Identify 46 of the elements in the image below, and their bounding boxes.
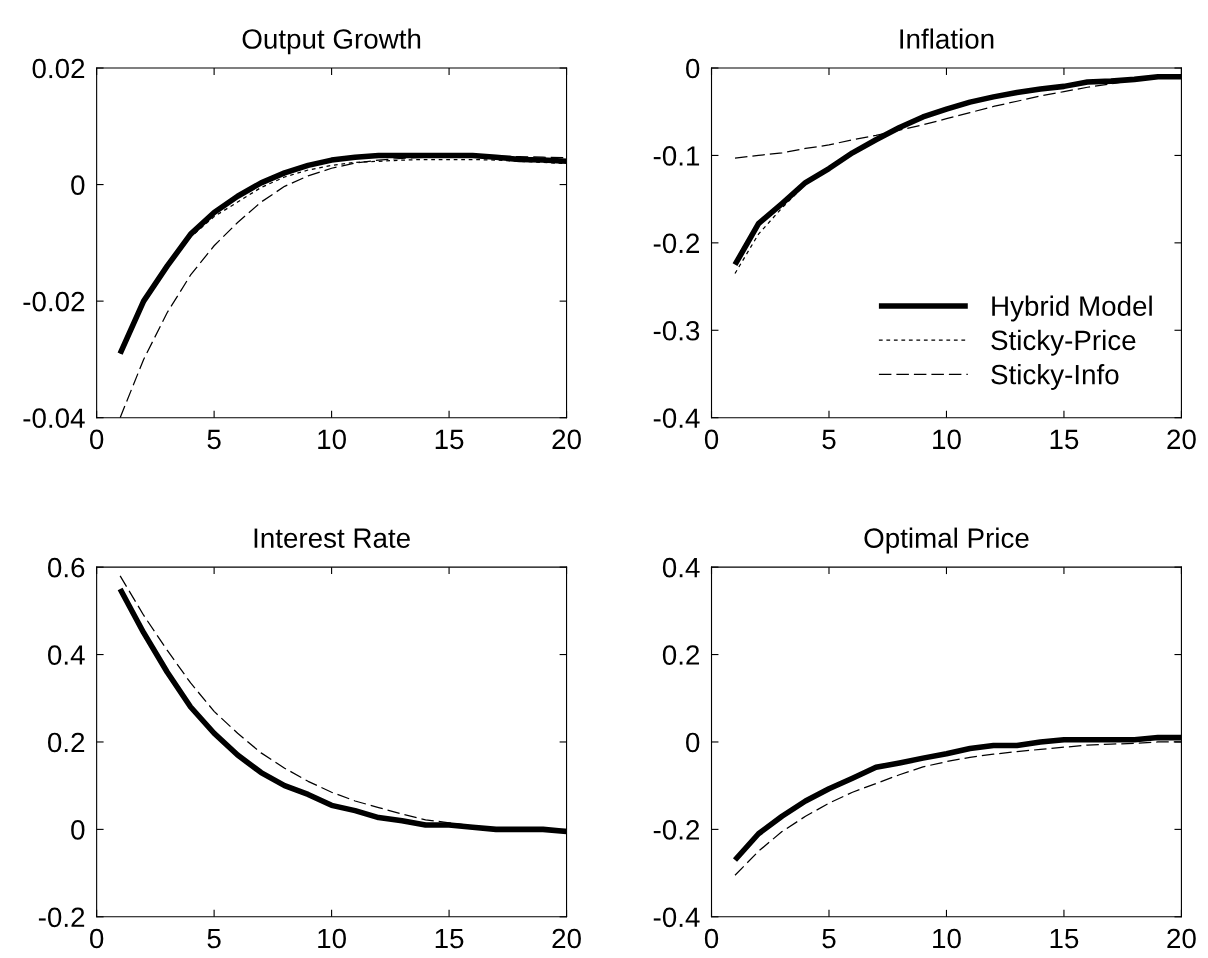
y-tick-label: 0.2 <box>662 645 700 665</box>
legend-label: Hybrid Model <box>992 295 1152 322</box>
y-tick-label: 0.4 <box>48 645 85 665</box>
y-tick-label: -0.2 <box>653 233 700 254</box>
chart-title: Interest Rate <box>254 528 410 548</box>
y-tick-label: -0.3 <box>653 320 700 341</box>
y-tick-label: -0.2 <box>38 907 85 928</box>
y-tick-label: -0.4 <box>653 907 700 928</box>
x-tick-label: 10 <box>318 928 346 949</box>
y-tick-label: 0.02 <box>32 58 85 79</box>
x-tick-label: 0 <box>90 928 104 949</box>
y-tick-label: -0.4 <box>653 408 700 429</box>
y-tick-label: -0.02 <box>23 291 85 312</box>
x-tick-label: 10 <box>933 928 961 949</box>
chart-title: Output Growth <box>242 28 421 55</box>
x-tick-label: 0 <box>704 429 719 450</box>
y-tick-label: -0.1 <box>653 146 700 166</box>
x-tick-label: 5 <box>822 429 836 450</box>
y-tick-label: 0.4 <box>662 557 700 578</box>
x-tick-label: 20 <box>552 429 581 450</box>
legend-label: Sticky-Price <box>991 329 1136 356</box>
y-tick-label: -0.2 <box>653 820 700 840</box>
x-tick-label: 10 <box>318 429 346 450</box>
y-tick-label: 0 <box>71 175 85 195</box>
x-tick-label: 15 <box>435 928 464 949</box>
x-tick-label: 5 <box>822 928 836 949</box>
x-tick-label: 20 <box>552 928 581 949</box>
y-tick-label: 0 <box>686 58 700 79</box>
y-tick-label: 0 <box>686 732 700 753</box>
chart-title: Inflation <box>900 28 994 49</box>
x-tick-label: 20 <box>1167 429 1196 450</box>
x-tick-label: 15 <box>1050 429 1079 450</box>
y-tick-label: -0.04 <box>23 408 85 429</box>
x-tick-label: 15 <box>435 429 464 450</box>
x-tick-label: 0 <box>704 928 719 949</box>
x-tick-label: 5 <box>207 429 221 450</box>
x-tick-label: 0 <box>90 429 104 450</box>
x-tick-label: 10 <box>933 429 961 450</box>
chart-title: Optimal Price <box>864 527 1029 554</box>
legend-label: Sticky-Info <box>991 364 1119 390</box>
x-tick-label: 20 <box>1167 928 1196 949</box>
x-tick-label: 5 <box>207 928 221 949</box>
y-tick-label: 0.6 <box>48 557 85 578</box>
y-tick-label: 0.2 <box>48 732 85 753</box>
y-tick-label: 0 <box>71 820 85 840</box>
x-tick-label: 15 <box>1050 928 1079 949</box>
